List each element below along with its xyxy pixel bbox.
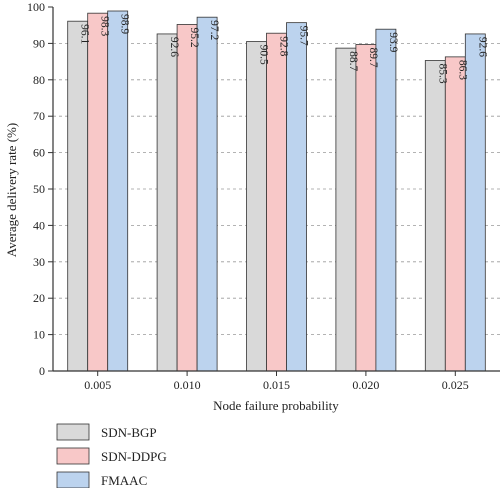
- bar-fmaac-0.025: [464, 33, 486, 372]
- y-tick-label: 0: [39, 364, 45, 378]
- data-labels: 96.1 98.3 98.9 92.6 95.2 97.2 90.5 92.8 95.7 88.7…: [79, 14, 489, 84]
- legend-swatch-fmaac: [56, 471, 90, 488]
- y-tick-label: 60: [33, 146, 45, 160]
- bar-sdn-ddpg-0.015: [266, 32, 287, 372]
- y-tick-label: 40: [33, 218, 45, 232]
- bar-sdn-ddpg-0.020: [355, 44, 377, 372]
- bar-fmaac-0.020: [375, 28, 397, 372]
- x-tick-label: 0.025: [442, 378, 469, 392]
- data-label: 96.1: [79, 24, 91, 44]
- x-tick-label: 0.020: [352, 378, 379, 392]
- legend: SDN-BGP SDN-DDPG FMAAC: [56, 423, 167, 488]
- y-axis-title: Average delivery rate (%): [4, 123, 19, 257]
- data-label: 86.3: [456, 60, 468, 80]
- bar-sdn-bgp-0.020: [335, 47, 357, 372]
- legend-swatch-sdn-bgp: [56, 423, 90, 441]
- bar-sdn-ddpg-0.025: [444, 56, 466, 372]
- y-tick-label: 80: [33, 73, 45, 87]
- data-label: 90.5: [258, 45, 270, 65]
- bar-sdn-ddpg-0.005: [87, 12, 109, 372]
- x-tick-label: 0.005: [84, 378, 111, 392]
- bar-sdn-bgp-0.005: [67, 20, 89, 372]
- y-tick-label: 10: [33, 328, 45, 342]
- bar-sdn-bgp-0.010: [156, 33, 178, 372]
- axes: 0 10 20 30 40 50 60 70 80 90 100 0.005 0.010 0.015 0.0…: [27, 0, 500, 392]
- y-tick-label: 90: [33, 36, 45, 50]
- data-label: 89.7: [367, 47, 379, 67]
- data-label: 92.6: [476, 37, 488, 57]
- bar-sdn-bgp-0.025: [424, 60, 446, 372]
- data-label: 98.3: [99, 16, 111, 36]
- data-label: 92.6: [168, 37, 180, 57]
- bar-fmaac-0.010: [196, 16, 218, 372]
- x-axis-title: Node failure probability: [213, 398, 339, 413]
- bar-sdn-ddpg-0.010: [176, 24, 198, 372]
- bar-fmaac-0.005: [107, 10, 129, 372]
- data-label: 95.7: [298, 26, 310, 46]
- bar-fmaac-0.015: [286, 22, 307, 372]
- bars: [67, 10, 486, 372]
- y-tick-label: 100: [27, 0, 45, 14]
- data-label: 85.3: [436, 64, 448, 84]
- legend-label-sdn-bgp: SDN-BGP: [101, 425, 157, 440]
- data-label: 98.9: [119, 14, 131, 34]
- y-tick-label: 50: [33, 182, 45, 196]
- y-tick-label: 30: [33, 255, 45, 269]
- data-label: 97.2: [208, 20, 220, 40]
- y-tick-label: 20: [33, 291, 45, 305]
- y-tick-label: 70: [33, 109, 45, 123]
- data-label: 93.9: [387, 32, 399, 52]
- bar-sdn-bgp-0.015: [246, 41, 267, 372]
- legend-label-sdn-ddpg: SDN-DDPG: [101, 449, 167, 464]
- x-tick-label: 0.010: [174, 378, 201, 392]
- x-tick-label: 0.015: [263, 378, 290, 392]
- legend-swatch-sdn-ddpg: [56, 447, 90, 465]
- legend-label-fmaac: FMAAC: [101, 473, 147, 488]
- data-label: 95.2: [188, 27, 200, 47]
- data-label: 88.7: [347, 51, 359, 71]
- data-label: 92.8: [278, 36, 290, 56]
